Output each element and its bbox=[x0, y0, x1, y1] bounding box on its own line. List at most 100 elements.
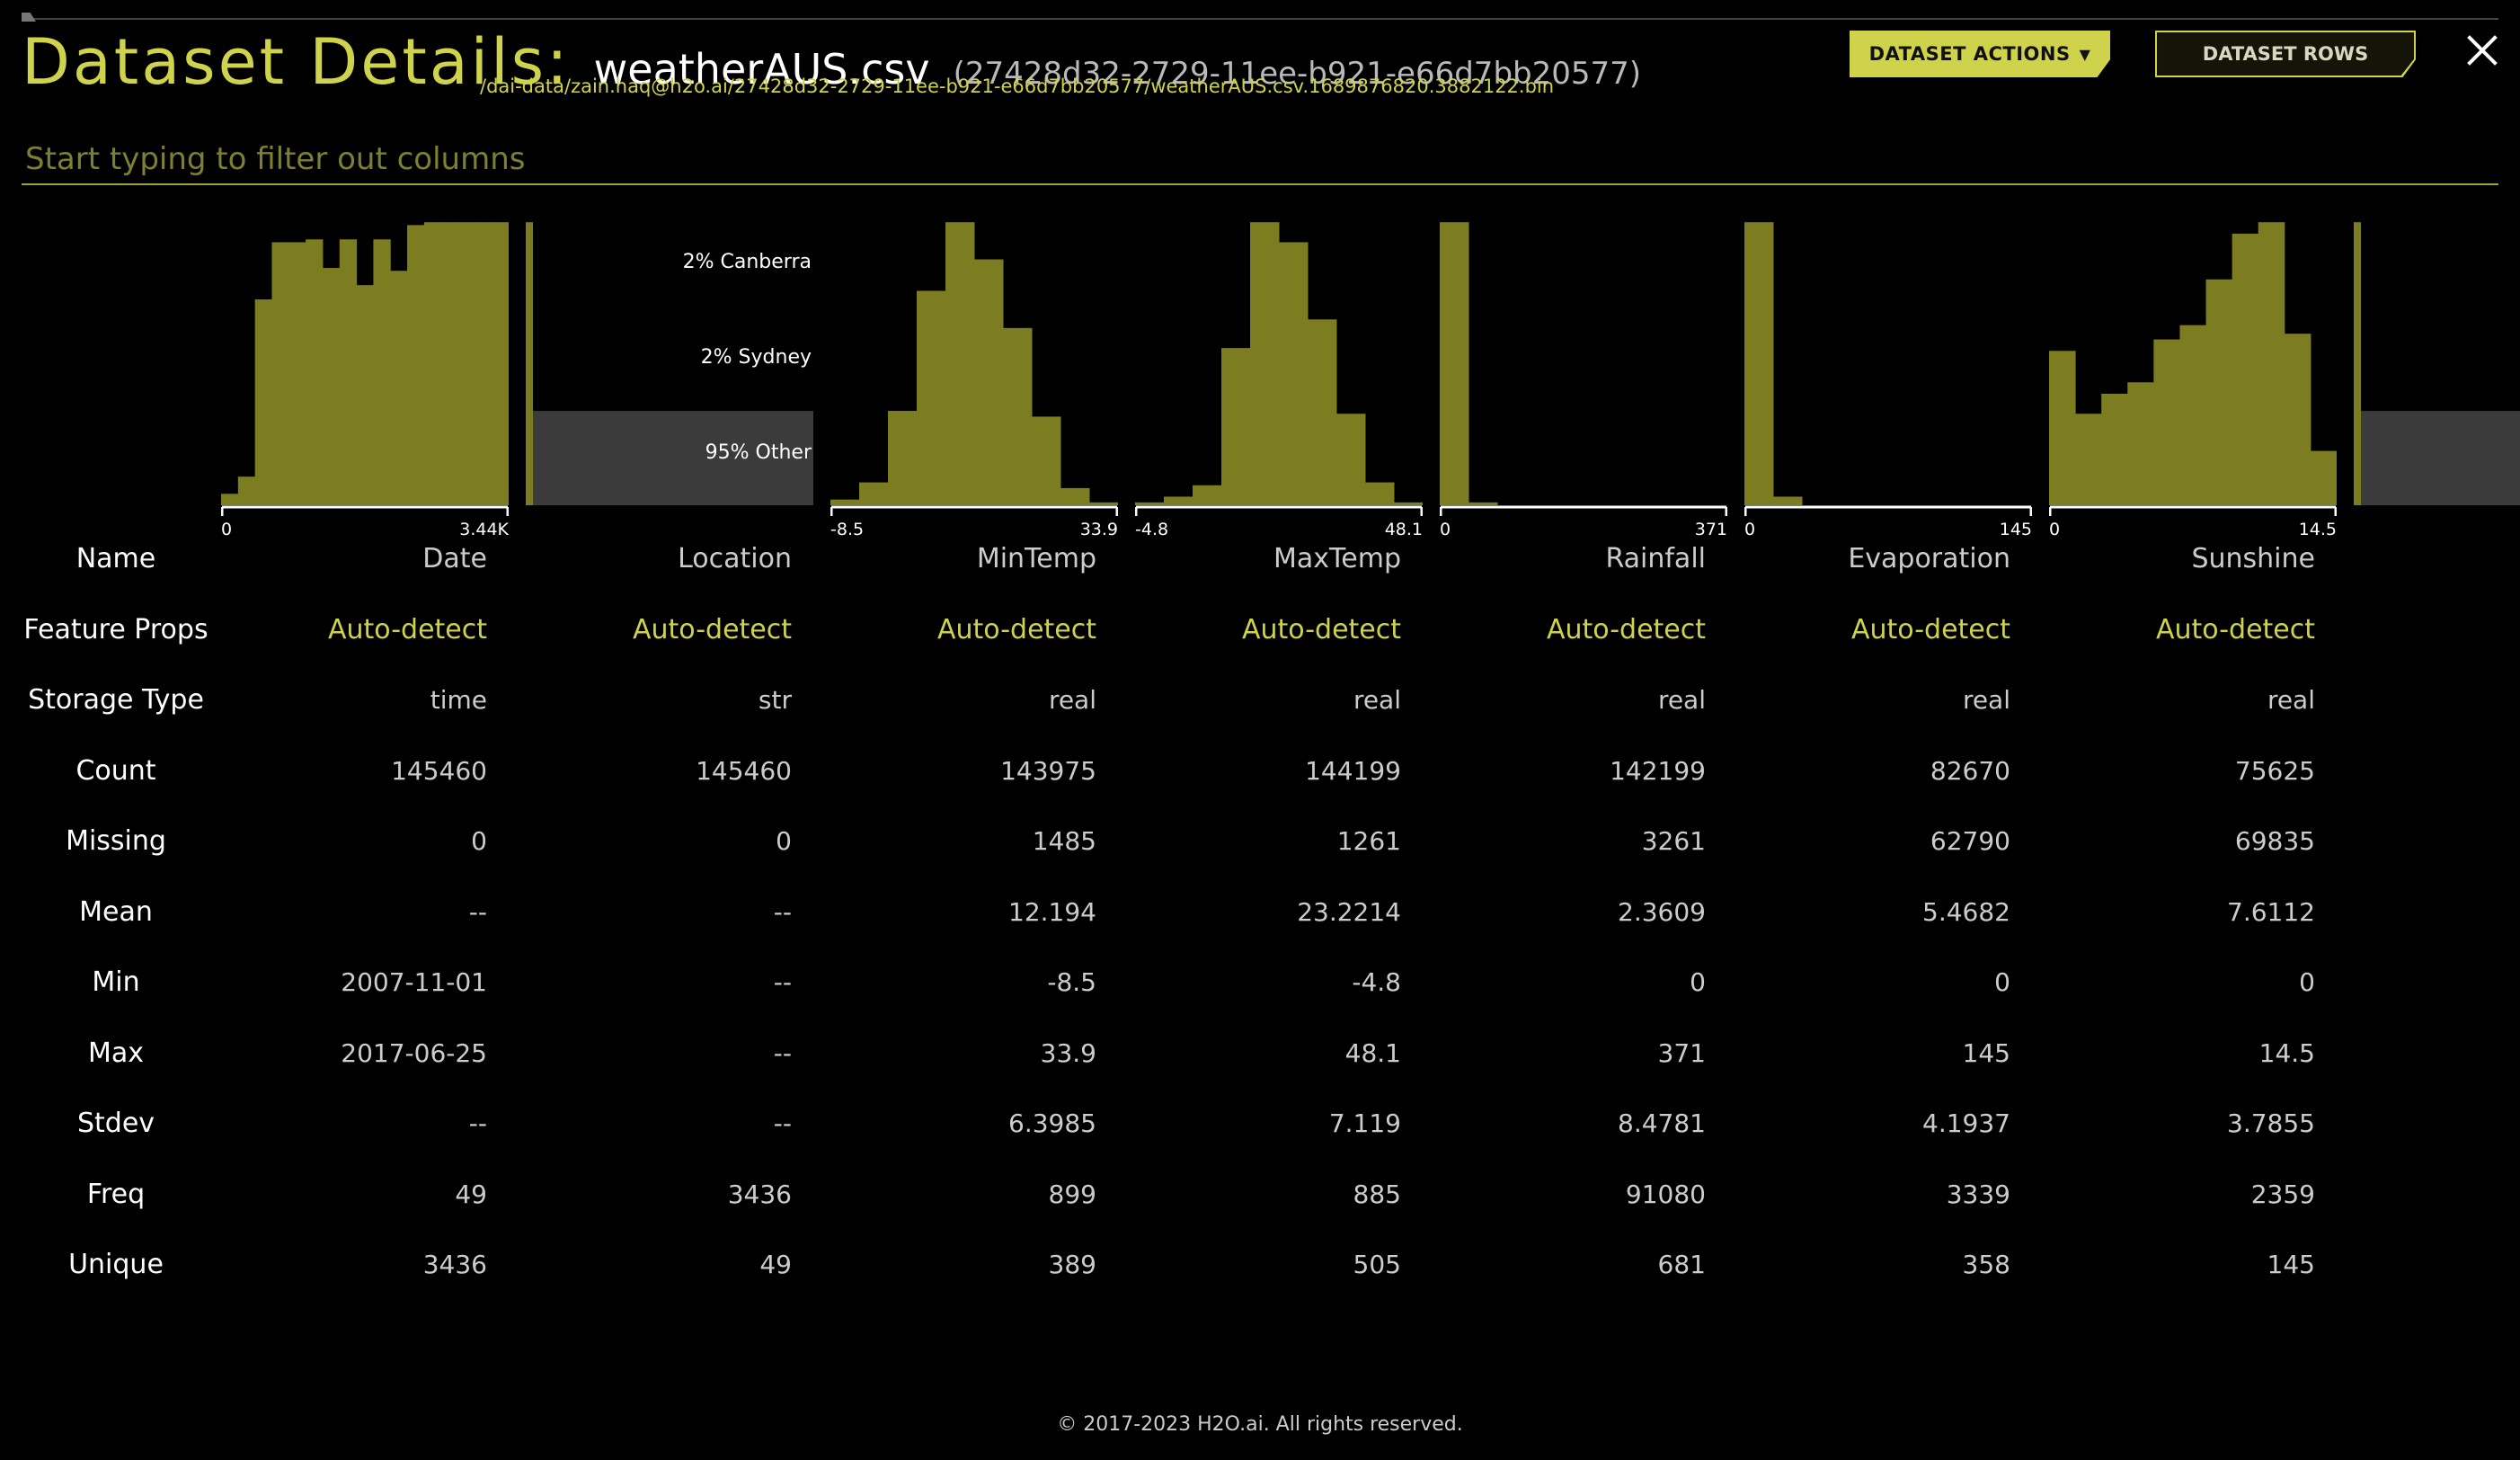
cell-feature-props[interactable]: Auto-detect bbox=[1546, 614, 1706, 645]
histogram-bar bbox=[1773, 496, 1803, 505]
cell-mean: 7.6112 bbox=[2227, 897, 2315, 927]
cell-freq: 49 bbox=[455, 1180, 487, 1209]
axis-max-label: 371 bbox=[1694, 520, 1727, 539]
cell-max: 371 bbox=[1657, 1038, 1706, 1068]
histogram-bar bbox=[492, 222, 509, 505]
row-label-freq: Freq bbox=[86, 1179, 146, 1210]
axis-min-label: 0 bbox=[221, 520, 233, 539]
histogram-bar bbox=[2258, 222, 2285, 505]
histogram[interactable] bbox=[221, 216, 509, 539]
histogram-bar bbox=[526, 222, 533, 505]
histogram-bar bbox=[1003, 327, 1033, 505]
cell-mean: -- bbox=[468, 897, 487, 927]
histogram[interactable] bbox=[830, 216, 1118, 539]
cell-feature-props[interactable]: A bbox=[2350, 614, 2520, 645]
histogram-bar bbox=[339, 239, 358, 505]
cell-storage-type: time bbox=[430, 685, 487, 715]
dataset-id: (27428d32-2729-11ee-b921-e66d7bb20577) bbox=[953, 56, 1642, 92]
histogram-bar bbox=[390, 271, 408, 505]
histogram-axis bbox=[221, 505, 509, 516]
cell-mean: 23.2214 bbox=[1297, 897, 1401, 927]
cell-min: -4.8 bbox=[1352, 967, 1401, 997]
category-label: 95% Other bbox=[705, 441, 812, 464]
histogram-bar bbox=[1060, 487, 1090, 505]
cell-storage-type: str bbox=[758, 685, 792, 715]
histogram-bar bbox=[2310, 450, 2337, 505]
row-label-count: Count bbox=[75, 755, 156, 787]
histogram[interactable]: 2% Canberra 2% Sydney 95% Other bbox=[526, 216, 813, 539]
cell-max: 2017-06-25 bbox=[341, 1038, 487, 1068]
cell-max: 145 bbox=[1962, 1038, 2010, 1068]
histogram-bar bbox=[888, 411, 918, 505]
histogram-bar bbox=[917, 290, 946, 505]
histogram-bar bbox=[1440, 222, 1469, 505]
cell-mean: 12.194 bbox=[1008, 897, 1096, 927]
row-label-name: Name bbox=[75, 543, 156, 574]
cell-freq: 3436 bbox=[727, 1180, 792, 1209]
histogram-bar bbox=[2284, 334, 2311, 505]
histogram-bar bbox=[457, 222, 475, 505]
histogram-bar bbox=[2205, 279, 2233, 505]
histogram-bar bbox=[1308, 319, 1337, 505]
dataset-path: /dai-data/zain.haq@h2o.ai/27428d32-2729-… bbox=[480, 76, 1555, 97]
cell-mean: 5.4682 bbox=[1922, 897, 2010, 927]
axis-min-label: -4.8 bbox=[1135, 520, 1169, 539]
row-label-unique: Unique bbox=[68, 1249, 164, 1280]
histogram[interactable] bbox=[2049, 216, 2337, 539]
cell-freq: 885 bbox=[1353, 1180, 1401, 1209]
axis-min-label: 0 bbox=[2049, 520, 2061, 539]
cell-min: -- bbox=[773, 967, 792, 997]
column-filter-input[interactable] bbox=[22, 135, 2498, 185]
histogram-bar bbox=[1164, 496, 1193, 505]
histogram-bar bbox=[1394, 502, 1423, 505]
histogram-bar bbox=[2153, 339, 2180, 505]
dataset-actions-button[interactable]: DATASET ACTIONS ▼ bbox=[1850, 31, 2110, 77]
cell-max: 14.5 bbox=[2258, 1038, 2315, 1068]
histogram[interactable] bbox=[1440, 216, 1727, 539]
close-icon[interactable] bbox=[2462, 31, 2502, 70]
cell-storage-type: real bbox=[1962, 685, 2010, 715]
histogram-bar bbox=[1744, 222, 1774, 505]
cell-storage-type: real bbox=[1657, 685, 1706, 715]
histogram-bar bbox=[288, 242, 306, 505]
histogram[interactable] bbox=[1744, 216, 2032, 539]
cell-feature-props[interactable]: Auto-detect bbox=[1241, 614, 1401, 645]
histogram[interactable] bbox=[2354, 216, 2520, 539]
axis-min-label: 0 bbox=[1440, 520, 1451, 539]
histogram[interactable] bbox=[1135, 216, 1423, 539]
cell-unique: 389 bbox=[1048, 1250, 1096, 1279]
cell-stdev: 6.3985 bbox=[1008, 1108, 1096, 1138]
histogram-bar bbox=[2127, 382, 2154, 505]
dataset-rows-button[interactable]: DATASET ROWS bbox=[2157, 32, 2414, 76]
cell-feature-props[interactable]: Auto-detect bbox=[1850, 614, 2010, 645]
axis-max-label: 145 bbox=[1999, 520, 2032, 539]
cell-missing: 1261 bbox=[1336, 826, 1401, 856]
dataset-file-name: weatherAUS.csv bbox=[593, 45, 930, 93]
cell-max: 33.9 bbox=[1040, 1038, 1096, 1068]
histogram-axis bbox=[830, 505, 1118, 516]
cell-count: 145460 bbox=[391, 756, 487, 786]
row-label-min: Min bbox=[92, 966, 140, 998]
cell-count: 144199 bbox=[1305, 756, 1401, 786]
histogram-bar bbox=[2049, 351, 2076, 505]
cell-count: 82670 bbox=[1930, 756, 2010, 786]
histogram-bar bbox=[859, 482, 889, 505]
cell-feature-props[interactable]: Auto-detect bbox=[936, 614, 1096, 645]
cell-mean: -- bbox=[773, 897, 792, 927]
cell-name: Location bbox=[678, 543, 792, 574]
cell-name: MaxTemp bbox=[1273, 543, 1401, 574]
cell-feature-props[interactable]: Auto-detect bbox=[2155, 614, 2315, 645]
cell-feature-props[interactable]: Auto-detect bbox=[327, 614, 487, 645]
histogram-bar bbox=[1135, 502, 1165, 505]
histogram-bar bbox=[1221, 348, 1251, 505]
cell-feature-props[interactable]: Auto-detect bbox=[632, 614, 792, 645]
histogram-bar bbox=[356, 285, 374, 505]
cell-freq: 3339 bbox=[1946, 1180, 2010, 1209]
cell-freq: 899 bbox=[1048, 1180, 1096, 1209]
cell-min: -8.5 bbox=[1047, 967, 1096, 997]
axis-min-label: -8.5 bbox=[830, 520, 865, 539]
cell-missing: 62790 bbox=[1930, 826, 2010, 856]
histogram-bar bbox=[306, 239, 324, 505]
cell-missing: 3261 bbox=[1641, 826, 1706, 856]
histogram-bar bbox=[237, 476, 256, 505]
